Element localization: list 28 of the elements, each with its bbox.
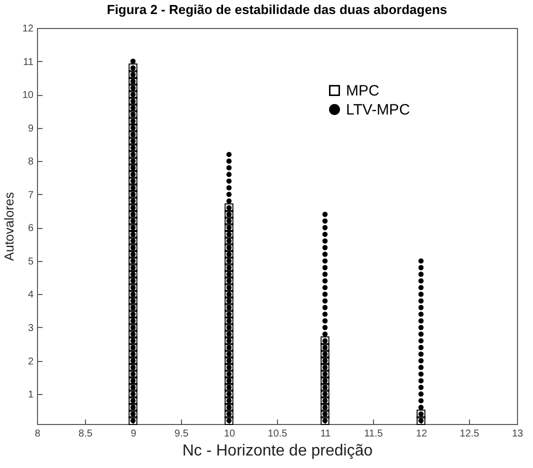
x-axis-title: Nc - Horizonte de predição	[182, 442, 373, 460]
x-tick-label: 11.5	[364, 428, 384, 440]
x-tick-label: 10.5	[268, 428, 288, 440]
x-tick-label: 12.5	[460, 428, 480, 440]
x-tick-label: 9	[130, 428, 137, 440]
x-tick-label: 11	[320, 428, 332, 440]
y-tick-label: 6	[28, 223, 34, 234]
x-tick-label: 9.5	[174, 428, 189, 440]
y-tick-label: 9	[28, 123, 34, 134]
x-tick-label: 10	[224, 428, 236, 440]
legend-label: MPC	[346, 82, 380, 100]
y-tick-label: 3	[28, 322, 34, 334]
y-tick-label: 5	[28, 256, 34, 268]
y-tick-label: 1	[28, 390, 34, 401]
y-tick-label: 8	[28, 156, 34, 168]
x-tick-label: 13	[512, 428, 524, 440]
y-tick-label: 2	[28, 356, 34, 368]
y-tick-label: 4	[28, 290, 34, 301]
legend-label: LTV-MPC	[346, 102, 410, 118]
y-tick-label: 11	[23, 56, 34, 68]
x-tick-label: 8	[34, 428, 41, 440]
y-tick-label: 10	[22, 90, 34, 102]
x-tick-label: 8.5	[78, 428, 93, 440]
y-axis-title: Autovalores	[1, 192, 16, 261]
x-tick-label: 12	[416, 428, 428, 440]
y-tick-label: 12	[22, 24, 34, 34]
chart-title: Figura 2 - Região de estabilidade das duas abordagens	[106, 2, 448, 17]
y-tick-label: 7	[28, 190, 34, 201]
